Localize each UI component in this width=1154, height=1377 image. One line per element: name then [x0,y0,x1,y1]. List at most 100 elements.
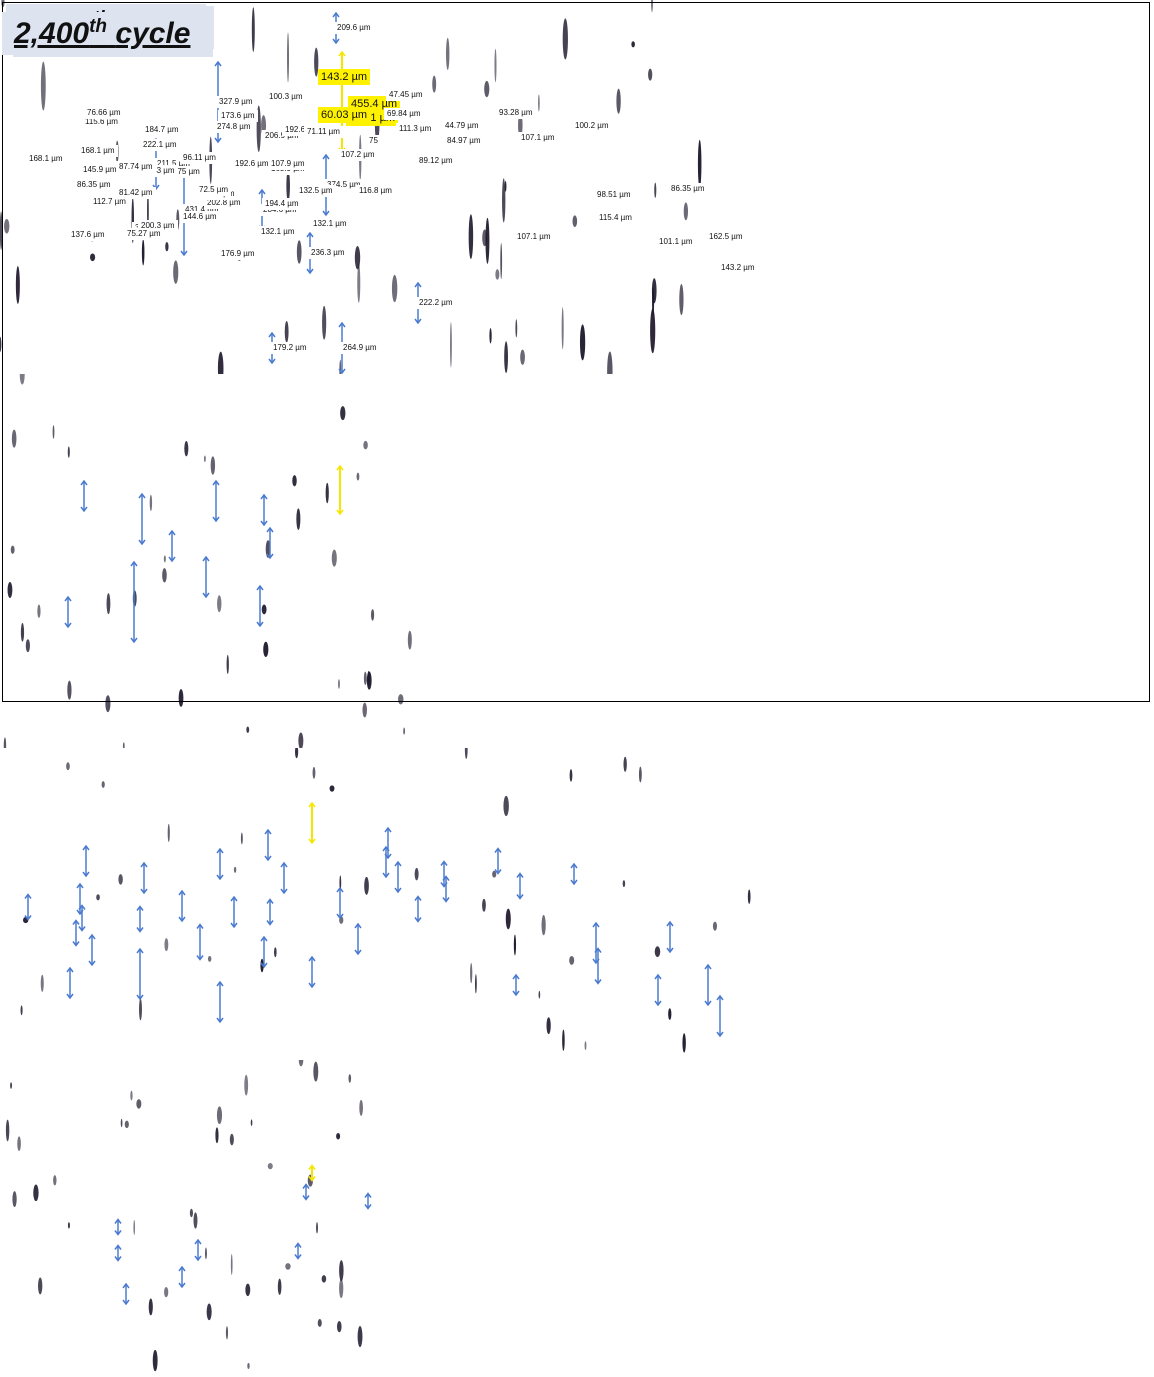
measurement-label: 75 [366,135,381,147]
crack [168,824,170,842]
crack [403,727,405,734]
crack [102,781,105,788]
crack [38,1278,42,1295]
measurement-label: 192.6 µm [232,158,272,170]
crack [217,1106,222,1124]
crack [336,1133,340,1140]
measurement-label: 137.6 µm [68,229,108,241]
measurement-label: 98.51 µm [594,189,634,201]
crack [748,890,751,904]
measurement-label: 194.4 µm [262,198,302,210]
crack [639,767,642,783]
crack [230,1134,234,1146]
crack [475,974,477,993]
measurement-label: 168.1 µm [26,153,66,165]
crack [348,1074,351,1083]
measurement-label: 132.5 µm [296,185,336,197]
crack [482,899,486,912]
measurement-label: 107.1 µm [518,132,558,144]
measurement-label: 71.11 µm [304,126,343,138]
crack [546,1017,550,1034]
crack [133,1220,135,1235]
crack [53,1175,56,1185]
measurement-label: 222.2 µm [416,297,456,309]
measurement-label: 236.3 µm [308,247,348,259]
crack [358,1326,363,1347]
crack [318,1319,322,1327]
measurement-label: 264.9 µm [340,342,380,354]
measurement-label: 173.6 µm [218,110,258,122]
crack [21,1005,23,1015]
crack [322,1275,327,1283]
crack [623,757,626,772]
crack [246,726,249,732]
page: (() => { const data = JSON.parse(documen… [0,0,1154,705]
measurement-label: 87.74 µm [116,161,156,173]
crack [41,975,44,992]
crack [17,1136,21,1151]
crack [121,1119,123,1127]
panel-title-text: 2,400th cycle [14,17,190,50]
crack [562,1030,565,1051]
crack [278,1279,282,1295]
measurement-label: 89.12 µm [416,155,456,167]
crack [539,991,541,999]
measurement-label: 176.9 µm [218,248,258,260]
measurement-label: 145.9 µm [80,164,120,176]
crack [33,1185,38,1202]
crack [153,1350,158,1371]
crack-overlay [0,1060,372,1372]
measurement-label: 72.5 µm [196,184,231,196]
measurement-label: 96.11 µm [180,152,219,164]
crack [364,877,369,895]
measurement-label: 132.1 µm [258,226,298,238]
crack [299,1060,304,1066]
measurement-label: 162.5 µm [706,231,746,243]
figure-frame [2,2,1150,702]
crack-overlay [0,748,762,1060]
measurement-label: 76.66 µm [84,107,124,119]
measurement-label: 222.1 µm [140,139,180,151]
crack [251,1119,253,1126]
measurement-label: 60.03 µm [318,107,370,123]
measurement-label: 86.35 µm [668,183,708,195]
crack [465,748,468,759]
measurement-label: 86.35 µm [74,179,114,191]
crack [245,1284,250,1296]
crack [470,963,472,983]
cycle-number: 2,400 [14,17,89,50]
crack [285,1263,290,1270]
crack [231,1254,233,1275]
crack [118,874,122,885]
crack [244,1075,248,1096]
crack [503,796,508,816]
crack [330,785,335,791]
crack [359,1100,363,1116]
measurement-label: 75.27 µm [124,228,164,240]
crack [6,1120,9,1142]
crack [96,894,100,900]
crack [570,769,573,781]
measurement-label: 115.4 µm [596,212,635,224]
crack [125,1121,129,1128]
measurement-label: 327.9 µm [216,96,256,108]
measurement-label: 116.8 µm [356,185,395,197]
crack [313,1062,318,1082]
measurement-label: 143.2 µm [718,262,758,274]
measurement-label: 107.9 µm [268,158,308,170]
measurement-label: 111.3 µm [396,123,434,135]
measurement-label: 274.8 µm [214,121,254,133]
crack [66,762,70,770]
micrograph-panel: 4,000th cycle143.2 µm100.3 µm47.45 µm76.… [0,748,762,1060]
crack [164,1287,168,1297]
measurement-label: 93.28 µm [496,107,536,119]
crack [136,1099,141,1108]
crack [655,946,661,957]
crack [10,1082,12,1088]
crack [542,915,546,935]
crack [313,767,316,779]
measurement-label: 144.6 µm [180,211,220,223]
crack [4,737,6,748]
cycle-word: cycle [115,17,190,50]
crack [226,1326,228,1339]
